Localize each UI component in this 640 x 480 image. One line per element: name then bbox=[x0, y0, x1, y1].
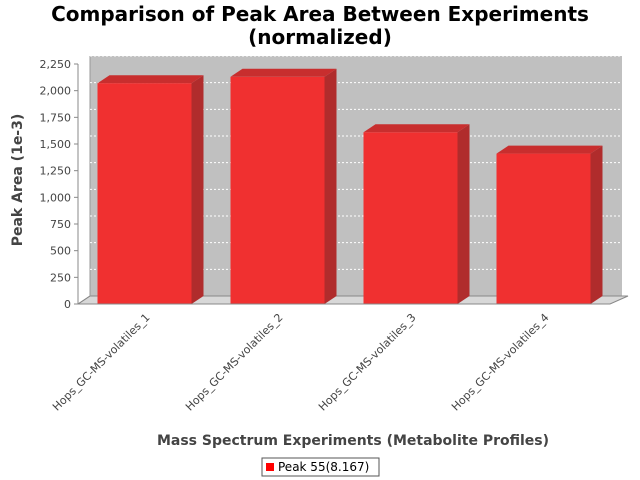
y-tick-label: 750 bbox=[50, 218, 71, 231]
bar bbox=[496, 145, 603, 304]
legend: Peak 55(8.167) bbox=[261, 457, 380, 477]
legend-label: Peak 55(8.167) bbox=[278, 460, 369, 474]
chart-title: Comparison of Peak Area Between Experime… bbox=[51, 2, 589, 49]
bar-top bbox=[496, 145, 603, 154]
y-axis: 0 250 500 750 1,000 1,250 1,500 1,750 2,000 2,250 bbox=[40, 58, 79, 311]
x-tick-label: Hops_GC-MS-volatiles_3 bbox=[316, 311, 419, 414]
plot-floor-edge bbox=[77, 295, 91, 305]
y-tick-label: 1,000 bbox=[40, 191, 72, 204]
bar bbox=[97, 75, 204, 304]
bar bbox=[363, 124, 470, 305]
bar-front bbox=[97, 83, 192, 304]
x-tick-label: Hops_GC-MS-volatiles_4 bbox=[449, 311, 552, 414]
y-tick-label: 500 bbox=[50, 245, 71, 258]
y-tick-label: 250 bbox=[50, 271, 71, 284]
y-tick-label: 2,000 bbox=[40, 85, 72, 98]
y-tick-label: 1,500 bbox=[40, 138, 72, 151]
y-tick-label: 1,250 bbox=[40, 165, 72, 178]
x-tick-label: Hops_GC-MS-volatiles_1 bbox=[50, 311, 153, 414]
y-tick-label: 1,750 bbox=[40, 111, 72, 124]
bar-front bbox=[363, 132, 458, 304]
x-axis: Hops_GC-MS-volatiles_1 Hops_GC-MS-volatil… bbox=[50, 303, 610, 414]
bar-side bbox=[590, 145, 603, 304]
bar-front bbox=[230, 76, 325, 304]
bar-front bbox=[496, 153, 591, 304]
legend-box bbox=[261, 457, 380, 477]
legend-swatch bbox=[266, 463, 274, 471]
y-tick-label: 2,250 bbox=[40, 58, 72, 71]
chart-title-line-1: Comparison of Peak Area Between Experime… bbox=[51, 2, 589, 26]
bar bbox=[230, 68, 337, 304]
y-tick-label: 0 bbox=[64, 298, 71, 311]
bar-top bbox=[97, 75, 204, 84]
bar-side bbox=[324, 68, 337, 304]
bar-top bbox=[230, 68, 337, 77]
x-axis-label: Mass Spectrum Experiments (Metabolite Pr… bbox=[157, 433, 549, 449]
chart-title-line-2: (normalized) bbox=[248, 25, 392, 49]
bar-side bbox=[191, 75, 204, 304]
bar-side bbox=[457, 124, 470, 305]
bar-top bbox=[363, 124, 470, 133]
y-axis-label: Peak Area (1e-3) bbox=[10, 114, 26, 247]
bars bbox=[97, 68, 603, 305]
x-tick-label: Hops_GC-MS-volatiles_2 bbox=[183, 311, 286, 414]
